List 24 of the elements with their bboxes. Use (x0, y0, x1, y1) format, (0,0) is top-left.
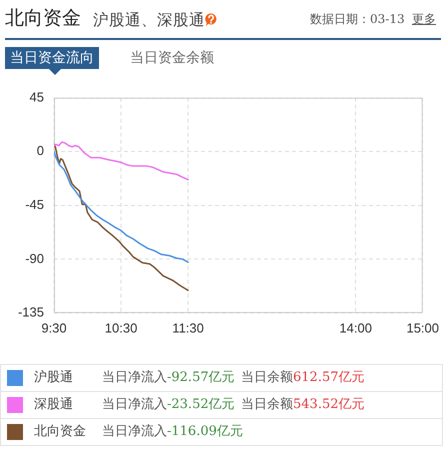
text: 当日余额612.57亿元 (241, 370, 364, 385)
x-tick-label: 10:30 (104, 320, 138, 336)
text: 更多 (412, 11, 436, 27)
y-tick-label: -90 (25, 250, 44, 266)
x-tick-label: 11:30 (172, 320, 204, 336)
chart-title: 北向资金 (5, 6, 81, 30)
text: 当日资金余额 (130, 49, 214, 67)
x-tick-label: 15:00 (406, 320, 440, 336)
text: 当日净流入-23.52亿元 (102, 397, 235, 412)
text: 当日净流入-116.09亿元 (102, 424, 243, 439)
y-tick-label: 0 (36, 143, 44, 158)
text: 当日资金流向 (10, 49, 94, 67)
text: 当日余额543.52亿元 (241, 397, 364, 412)
y-tick-label: -45 (25, 196, 44, 212)
legend-label: 沪股通 (34, 370, 73, 386)
text: 数据日期：03-13 (310, 11, 405, 27)
x-tick-label: 14:00 (339, 320, 372, 336)
legend-label: 北向资金 (34, 424, 86, 440)
legend-label: 深股通 (34, 397, 73, 413)
y-tick-label: 45 (30, 89, 44, 104)
text: 当日净流入-92.57亿元 (102, 370, 235, 385)
y-tick-label: -135 (18, 304, 44, 320)
x-tick-label: 9:30 (41, 320, 67, 336)
chart-subtitle: 沪股通、深股通 (93, 10, 205, 30)
